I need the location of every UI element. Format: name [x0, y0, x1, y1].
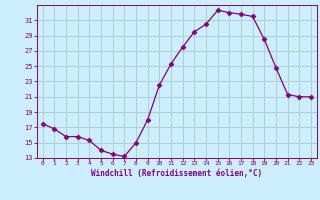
X-axis label: Windchill (Refroidissement éolien,°C): Windchill (Refroidissement éolien,°C)	[91, 169, 262, 178]
